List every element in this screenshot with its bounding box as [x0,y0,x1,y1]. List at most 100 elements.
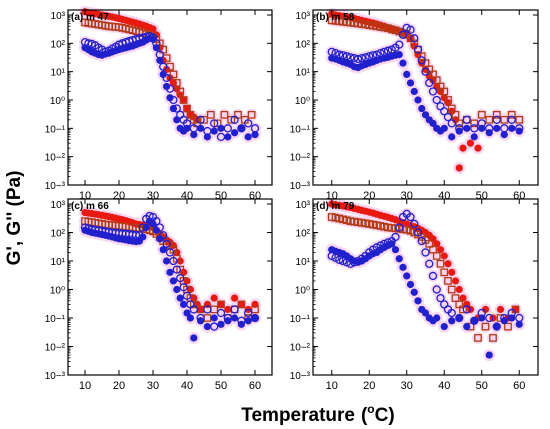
data-point [436,246,445,254]
data-point [159,62,168,71]
data-point [166,268,174,276]
data-point [433,314,441,322]
data-point [511,305,520,314]
data-point [216,132,226,142]
marker-glow [393,38,406,51]
panel-3: 10 20 30 40 50 60 10−³ 10−² 10−¹ 10⁰ 10¹ 10² 10³ (c) … [45,198,273,392]
data-point [220,110,229,119]
data-point [224,133,232,141]
data-point [149,25,157,33]
data-point [156,235,164,243]
data-point [455,314,463,322]
data-point [224,317,232,325]
data-point [237,124,246,133]
data-point [210,127,218,135]
data-point [493,124,501,132]
y-tick-label: 10³ [51,11,66,22]
data-point [492,115,501,124]
data-point [421,248,430,257]
data-point [180,96,188,104]
data-point [335,255,344,264]
data-point [251,131,259,139]
data-point [152,217,161,226]
x-axis-label-main: Temperature [241,405,355,426]
data-point [156,56,164,64]
data-point [131,230,141,240]
data-point [342,52,351,61]
panel-label: (a) m 47 [71,12,109,23]
data-point [398,30,408,39]
data-point [186,314,194,322]
data-point [477,119,486,128]
data-point [180,300,188,309]
data-point [203,133,211,141]
y-tick-label: 10² [296,39,311,50]
y-tick-label: 10² [51,229,66,240]
y-tick-label: 10⁰ [50,286,65,297]
y-tick-label: 10¹ [296,68,311,79]
marker-glow [187,122,200,135]
y-tick-label: 10⁰ [295,286,310,297]
data-point [485,351,493,359]
data-point [197,305,205,314]
y-tick-label: 10−³ [290,371,311,382]
data-point [515,127,523,135]
x-tick-label: 10 [326,380,338,392]
data-point [451,277,460,285]
data-point [448,133,456,141]
marker-glow [498,122,511,135]
data-point [443,112,453,122]
data-point [159,70,167,79]
data-point [421,309,430,317]
data-point [176,265,185,274]
marker-glow [487,331,499,344]
y-tick-label: 10−² [290,153,311,164]
marker-glow [389,230,402,243]
data-point [496,305,505,314]
data-point [376,241,385,250]
y-tick-label: 10−² [45,153,66,164]
data-point [172,104,181,113]
data-point [515,115,524,124]
data-point [346,53,355,62]
y-axis-label: G', G'' (Pa) [4,171,25,266]
data-point [481,305,490,314]
x-axis-label-unit: C) [375,405,395,426]
data-point [448,317,456,325]
data-point [432,252,441,260]
data-point [447,308,456,318]
data-point [169,256,178,266]
data-point [459,144,467,152]
data-point [417,56,426,65]
data-point [429,119,437,127]
marker-glow [221,122,234,135]
data-point [440,124,448,132]
data-point [455,285,463,294]
data-point [455,164,463,172]
y-tick-label: 10−¹ [45,124,66,135]
data-point [474,144,482,152]
data-point [183,104,191,113]
data-point [237,300,246,309]
marker-glow-layer [325,7,526,174]
data-point [395,51,403,59]
data-point [380,47,389,57]
data-point [176,87,185,96]
data-point [413,45,423,54]
data-point [244,317,252,325]
marker-glow [423,257,436,270]
data-point [380,239,389,249]
y-tick-label: 10−¹ [290,124,311,135]
data-point [231,314,239,322]
data-point [149,220,157,228]
data-point [179,283,188,292]
data-point [455,124,464,133]
panel-label: (d) m 79 [316,201,355,212]
data-point [466,139,475,147]
data-point [462,115,471,124]
data-point [162,73,171,83]
data-point [447,285,456,294]
y-tick-label: 10³ [296,11,311,22]
data-point [463,124,471,132]
